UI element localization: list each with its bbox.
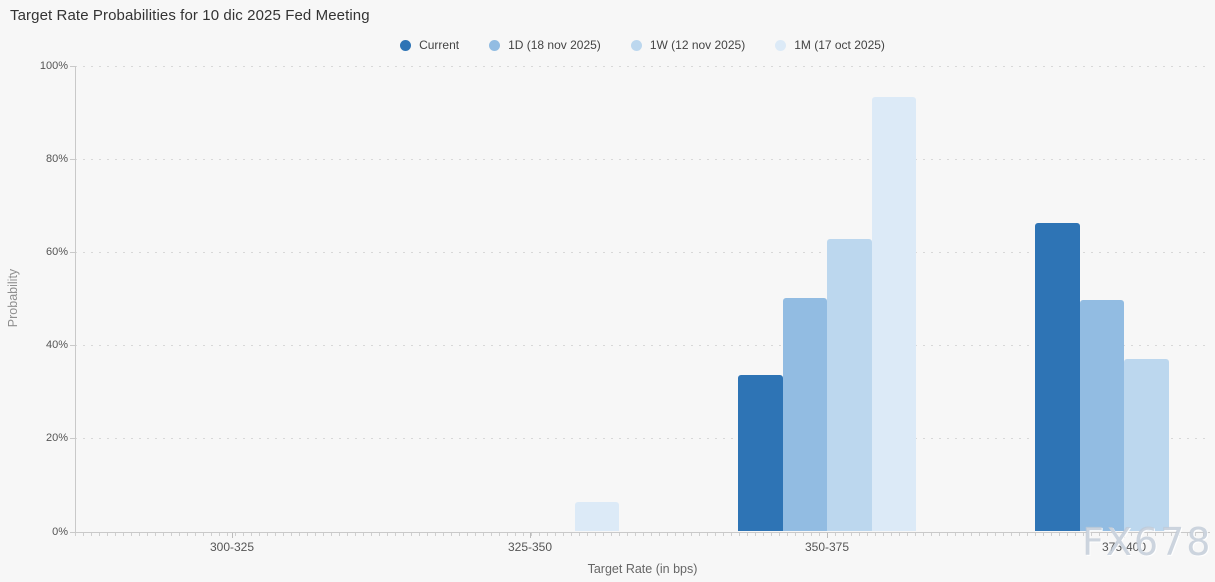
y-axis-title: Probability <box>6 268 20 328</box>
y-tick-mark <box>70 531 75 533</box>
x-tick-mark <box>1124 532 1125 538</box>
legend: Current 1D (18 nov 2025) 1W (12 nov 2025) 1… <box>75 36 1210 54</box>
x-tick-label-375-400: 375-400 <box>1101 540 1147 554</box>
x-tick-label-325-350: 325-350 <box>507 540 553 554</box>
legend-item-1m-17-oct-2025[interactable]: 1M (17 oct 2025) <box>775 38 885 52</box>
y-tick-label: 100% <box>39 60 68 72</box>
legend-label: Current <box>419 38 460 52</box>
y-tick-label: 60% <box>45 246 68 259</box>
bar-1w-12-nov-2025-350-375 <box>827 238 872 532</box>
bar-1d-18-nov-2025-375-400 <box>1079 299 1124 532</box>
bar-1w-12-nov-2025-375-400 <box>1124 358 1169 532</box>
chart-title: Target Rate Probabilities for 10 dic 202… <box>10 7 370 24</box>
y-tick-label: 40% <box>45 339 68 352</box>
legend-dot-icon <box>489 39 501 51</box>
x-axis-minor-ticks <box>75 532 1210 536</box>
x-tick-label-300-325: 300-325 <box>209 540 255 554</box>
bar-1d-18-nov-2025-350-375 <box>782 297 827 532</box>
y-tick-mark <box>70 438 75 440</box>
x-axis-title: Target Rate (in bps) <box>587 562 698 576</box>
y-tick-label: 0% <box>52 525 68 538</box>
legend-item-1w-12-nov-2025[interactable]: 1W (12 nov 2025) <box>630 38 746 52</box>
x-tick-mark <box>530 532 531 538</box>
gridline-20 <box>75 438 1210 440</box>
x-tick-mark <box>827 532 828 538</box>
legend-item-current[interactable]: Current <box>400 38 459 52</box>
gridline-100 <box>75 66 1210 67</box>
legend-dot-icon <box>630 39 642 51</box>
gridline-40 <box>75 345 1210 347</box>
y-tick-label: 20% <box>45 432 68 445</box>
legend-dot-icon <box>400 39 412 51</box>
x-axis-line <box>75 531 1210 533</box>
x-tick-mark <box>232 532 233 538</box>
gridline-60 <box>75 252 1210 254</box>
gridline-80 <box>75 159 1210 161</box>
bar-1m-17-oct-2025-325-350 <box>574 502 619 532</box>
legend-label: 1M (17 oct 2025) <box>794 38 885 52</box>
legend-dot-icon <box>775 39 787 51</box>
x-tick-label-350-375: 350-375 <box>804 540 850 554</box>
y-tick-mark <box>70 345 75 347</box>
legend-label: 1D (18 nov 2025) <box>508 38 601 52</box>
bar-1m-17-oct-2025-350-375 <box>871 96 916 532</box>
y-axis-line <box>75 66 76 532</box>
y-tick-mark <box>70 66 75 67</box>
y-tick-label: 80% <box>45 153 68 166</box>
legend-label: 1W (12 nov 2025) <box>649 38 746 52</box>
legend-item-1d-18-nov-2025[interactable]: 1D (18 nov 2025) <box>489 38 601 52</box>
y-tick-mark <box>70 159 75 161</box>
y-tick-mark <box>70 252 75 254</box>
bar-current-350-375 <box>738 374 783 532</box>
bar-current-375-400 <box>1035 222 1080 532</box>
